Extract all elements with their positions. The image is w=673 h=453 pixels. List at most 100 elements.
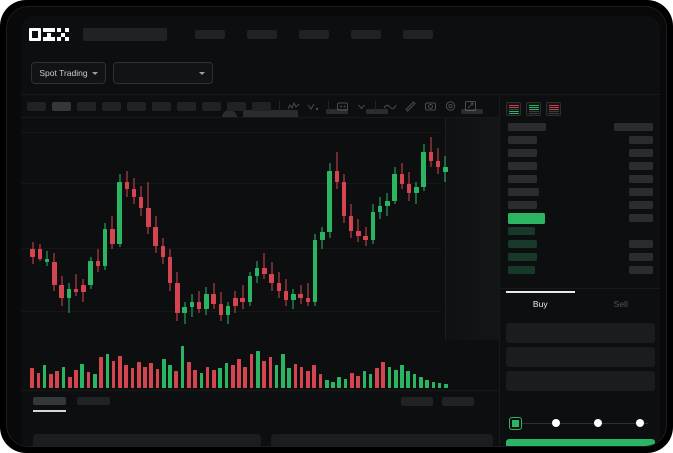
volume-bar <box>437 383 442 388</box>
orderbook-both-icon[interactable] <box>506 102 521 116</box>
fullscreen-icon[interactable] <box>464 100 477 112</box>
market-mode-selector[interactable]: Spot Trading <box>31 62 106 84</box>
orderbook-row-ask[interactable] <box>629 162 653 170</box>
orderbook-row-ask[interactable] <box>629 253 653 261</box>
order-field-1[interactable] <box>506 323 655 343</box>
timeframe-button-10[interactable] <box>252 101 271 111</box>
order-field-3[interactable] <box>506 371 655 391</box>
chevron-down-icon[interactable] <box>356 101 367 112</box>
bottom-action-1[interactable] <box>401 397 433 406</box>
volume-bar <box>375 368 379 388</box>
settings-icon[interactable] <box>444 100 457 112</box>
orderbook-row-ask[interactable] <box>629 240 653 248</box>
bottom-tab-bar <box>21 390 660 417</box>
orderbook-row-ask[interactable] <box>629 149 653 157</box>
orderbook-row-selected[interactable] <box>508 213 545 224</box>
nav-item-5[interactable] <box>403 30 433 39</box>
candle <box>348 118 354 343</box>
orderbook-row-ask[interactable] <box>629 136 653 144</box>
order-field-2[interactable] <box>506 347 655 367</box>
bottom-card-2[interactable] <box>271 434 493 446</box>
candle <box>196 118 202 343</box>
tab-buy[interactable]: Buy <box>500 291 581 317</box>
submit-order-button[interactable] <box>506 439 655 446</box>
volume-bar <box>199 372 204 388</box>
tab-buy-label: Buy <box>532 299 548 309</box>
candle <box>341 118 347 343</box>
candle <box>399 118 405 343</box>
volume-bar <box>287 368 291 388</box>
nav-item-3[interactable] <box>299 30 329 39</box>
orderbook-rows[interactable] <box>500 123 660 285</box>
measure-icon[interactable] <box>404 100 417 112</box>
orderbook-buy-icon[interactable] <box>526 102 541 116</box>
candle <box>269 118 274 343</box>
chart-side-overlay <box>445 118 499 340</box>
timeframe-button-6[interactable] <box>152 101 171 111</box>
okx-logo[interactable] <box>29 28 71 41</box>
volume-bar <box>55 371 60 388</box>
orderbook-row-bid[interactable] <box>508 266 535 274</box>
orderbook-row-bid[interactable] <box>508 123 546 131</box>
stepper-step-4[interactable] <box>636 419 644 427</box>
candle <box>414 118 419 343</box>
camera-icon[interactable] <box>424 100 437 112</box>
line-style-icon[interactable] <box>383 101 397 112</box>
volume-bar <box>337 377 342 388</box>
timeframe-button-1[interactable] <box>27 101 46 111</box>
volume-bar <box>86 371 91 388</box>
volume-bar <box>130 368 135 388</box>
orderbook-row-ask[interactable] <box>614 123 653 131</box>
templates-icon[interactable] <box>336 101 349 112</box>
timeframe-button-5[interactable] <box>127 101 146 111</box>
nav-item-2[interactable] <box>247 30 277 39</box>
volume-bar <box>293 363 298 388</box>
bottom-tab-1[interactable] <box>33 397 66 405</box>
stepper-step-2[interactable] <box>552 419 560 427</box>
buy-sell-tabs: Buy Sell <box>500 291 660 317</box>
orderbook-row-ask[interactable] <box>629 266 653 274</box>
orderbook-row-ask[interactable] <box>629 201 653 209</box>
amount-stepper[interactable] <box>510 417 652 429</box>
orderbook-row-bid[interactable] <box>508 240 537 248</box>
orderbook-row-bid[interactable] <box>508 227 535 235</box>
timeframe-button-7[interactable] <box>177 101 196 111</box>
trading-pair-selector[interactable] <box>113 62 213 84</box>
orderbook-row-bid[interactable] <box>508 175 537 183</box>
search-input[interactable] <box>83 28 167 41</box>
candle <box>225 118 231 343</box>
compare-icon[interactable] <box>307 101 320 112</box>
nav-item-1[interactable] <box>195 30 225 39</box>
orderbook-row-bid[interactable] <box>508 149 537 157</box>
orderbook-row-ask[interactable] <box>629 175 653 183</box>
orderbook-row-bid[interactable] <box>508 162 537 170</box>
orderbook-row-bid[interactable] <box>508 253 537 261</box>
timeframe-button-2[interactable] <box>52 101 71 111</box>
stepper-step-1[interactable] <box>510 418 521 429</box>
orderbook-row-bid[interactable] <box>508 188 539 196</box>
device-bezel: Spot Trading <box>6 6 667 447</box>
orderbook-row-ask[interactable] <box>629 188 653 196</box>
candle <box>211 118 216 343</box>
candle <box>30 118 35 343</box>
bottom-card-1[interactable] <box>33 434 261 446</box>
timeframe-button-8[interactable] <box>202 101 221 111</box>
stepper-step-3[interactable] <box>594 419 602 427</box>
timeframe-button-4[interactable] <box>102 101 121 111</box>
indicators-icon[interactable] <box>287 101 300 112</box>
timeframe-button-9[interactable] <box>227 101 246 111</box>
orderbook-row-ask[interactable] <box>629 214 653 222</box>
volume-bar <box>418 377 423 388</box>
bottom-tab-2[interactable] <box>77 397 110 405</box>
gridline-3 <box>21 248 441 249</box>
timeframe-button-3[interactable] <box>77 101 96 111</box>
orderbook-row-bid[interactable] <box>508 136 537 144</box>
volume-bar <box>356 375 360 388</box>
orderbook-sell-icon[interactable] <box>546 102 561 116</box>
candle <box>204 118 209 343</box>
bottom-action-2[interactable] <box>442 397 474 406</box>
orderbook-row-bid[interactable] <box>508 201 537 209</box>
nav-item-4[interactable] <box>351 30 381 39</box>
tab-sell[interactable]: Sell <box>581 291 661 317</box>
chevron-down-icon <box>199 71 205 75</box>
